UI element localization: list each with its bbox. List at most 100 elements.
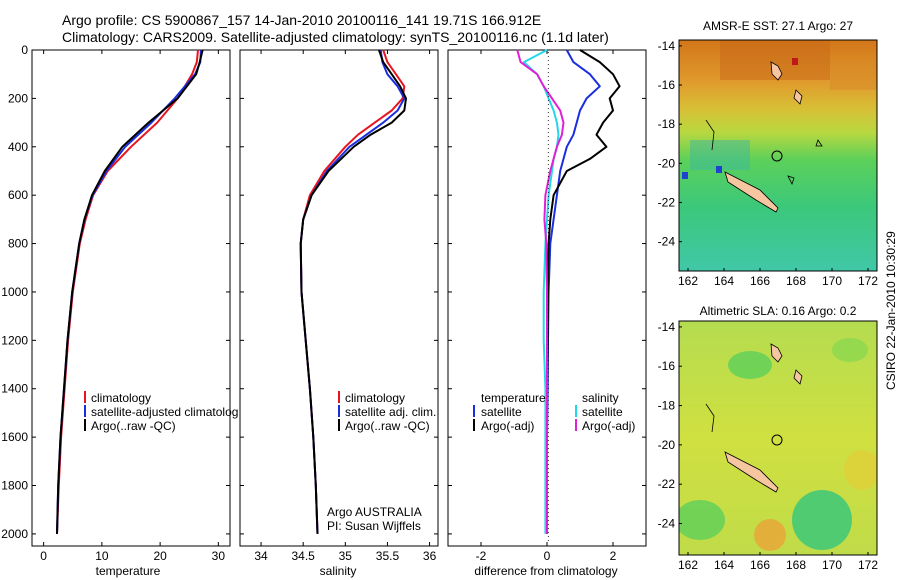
map-x-tick-label: 162	[678, 274, 698, 288]
sla-anomaly	[728, 351, 772, 379]
sst-warm-patch	[830, 60, 877, 90]
map-x-tick-label: 170	[822, 274, 842, 288]
float-position-marker	[771, 434, 783, 446]
new-caledonia-island	[724, 451, 779, 493]
series-line-salinity-argo-adj	[516, 49, 565, 534]
sst-hot-pixel	[682, 172, 688, 179]
series-line-argo-raw-qc	[299, 49, 407, 534]
x-tick-label: 10	[95, 549, 109, 563]
legend-label-climatology: climatology	[345, 391, 405, 405]
legend-label-climatology: climatology	[91, 391, 151, 405]
x-tick-label: 2	[610, 549, 617, 563]
float-position-marker	[771, 150, 783, 162]
salinity-plot-frame	[239, 49, 439, 547]
sla-anomaly	[792, 490, 852, 550]
y-tick-label: 0	[21, 43, 28, 57]
figure-title-line-2: Climatology: CARS2009. Satellite-adjuste…	[62, 29, 609, 45]
sla-anomaly	[844, 450, 877, 490]
series-line-satellite-adj-clim	[299, 49, 406, 534]
x-tick-label: 30	[212, 549, 226, 563]
x-tick-label: -2	[476, 549, 487, 563]
sst-hot-pixel	[716, 166, 722, 173]
legend-label-temp-satellite: satellite	[481, 405, 522, 419]
sla-anomaly	[679, 500, 725, 540]
map-x-tick-label: 172	[858, 274, 878, 288]
map-y-tick-label: -20	[658, 438, 676, 452]
map-x-tick-label: 166	[750, 274, 770, 288]
sst-map-frame	[678, 39, 878, 272]
temperature-axis-label: temperature	[96, 564, 161, 578]
temperature-legend: climatology satellite-adjusted climatolo…	[84, 391, 238, 433]
vanuatu-island	[793, 369, 803, 385]
y-tick-label: 600	[8, 188, 28, 202]
coastline	[705, 403, 715, 433]
series-line-climatology	[56, 49, 199, 534]
vanuatu-island	[770, 343, 783, 363]
legend-label-satellite: satellite adj. clim.	[345, 405, 436, 419]
series-line-salinity-satellite	[522, 49, 560, 534]
legend-label-satellite: satellite-adjusted climatolog	[91, 405, 238, 419]
map-y-tick-label: -18	[658, 117, 676, 131]
x-tick-label: 35	[339, 549, 353, 563]
x-tick-label: 0	[544, 549, 551, 563]
sst-map-title: AMSR-E SST: 27.1 Argo: 27	[703, 19, 853, 33]
x-tick-label: 20	[153, 549, 167, 563]
legend-label-argo: Argo(..raw -QC)	[91, 419, 176, 433]
sla-map-title: Altimetric SLA: 0.16 Argo: 0.2	[700, 304, 857, 318]
map-y-tick-label: -14	[658, 39, 676, 53]
x-tick-label: 36	[423, 549, 437, 563]
institution-annotation: Argo AUSTRALIA	[327, 505, 422, 519]
legend-label-temp-argo: Argo(-adj)	[481, 419, 534, 433]
temperature-plot-frame	[31, 49, 231, 547]
series-line-climatology	[299, 49, 406, 534]
legend-label-sal-argo: Argo(-adj)	[582, 419, 635, 433]
y-tick-label: 1400	[1, 382, 28, 396]
map-x-tick-label: 164	[714, 274, 734, 288]
map-x-tick-label: 168	[786, 274, 806, 288]
x-tick-label: 34.5	[292, 549, 316, 563]
map-y-tick-label: -22	[658, 477, 676, 491]
pi-annotation: PI: Susan Wijffels	[327, 519, 421, 533]
map-x-tick-label: 166	[750, 558, 770, 572]
salinity-axis-label: salinity	[320, 564, 357, 578]
map-x-tick-label: 164	[714, 558, 734, 572]
series-line-satellite-adjusted-climatolog	[56, 49, 202, 534]
map-y-tick-label: -22	[658, 195, 676, 209]
sst-cool-patch	[690, 140, 750, 170]
map-x-tick-label: 172	[858, 558, 878, 572]
temperature-axes: 0 10 20 30 0 200 400 600 800 1000 1200 1400 1600 1800…	[1, 43, 230, 563]
figure-title-line-1: Argo profile: CS 5900867_157 14-Jan-2010…	[62, 12, 542, 28]
salinity-legend: climatology satellite adj. clim. Argo(..…	[338, 391, 436, 433]
sla-anomaly	[754, 519, 786, 551]
vanuatu-island	[770, 61, 783, 81]
x-tick-label: 35.5	[376, 549, 400, 563]
difference-axis-label: difference from climatology	[474, 564, 617, 578]
difference-legend: temperature satellite Argo(-adj) salinit…	[473, 391, 635, 433]
loyalty-islands	[787, 175, 795, 186]
sst-map-axes: 162 164 166 168 170 172 -14 -16 -18 -20 -22 -24	[658, 39, 879, 288]
y-tick-label: 1000	[1, 285, 28, 299]
map-x-tick-label: 162	[678, 558, 698, 572]
y-tick-label: 1200	[1, 333, 28, 347]
sst-hot-pixel	[792, 58, 798, 65]
map-y-tick-label: -20	[658, 156, 676, 170]
salinity-axes: 34 34.5 35 35.5 36	[240, 49, 438, 563]
new-caledonia-island	[724, 171, 779, 213]
y-tick-label: 800	[8, 237, 28, 251]
sla-anomaly	[832, 338, 868, 362]
map-y-tick-label: -14	[658, 320, 676, 334]
y-tick-label: 400	[8, 140, 28, 154]
difference-axes: -2 0 2	[448, 49, 646, 563]
map-y-tick-label: -18	[658, 399, 676, 413]
legend-label-argo: Argo(..raw -QC)	[345, 419, 430, 433]
legend-label-sal-satellite: satellite	[582, 405, 623, 419]
map-y-tick-label: -24	[658, 235, 676, 249]
sla-map	[679, 321, 877, 555]
map-y-tick-label: -24	[658, 517, 676, 531]
map-x-tick-label: 170	[822, 558, 842, 572]
legend-title-salinity: salinity	[582, 391, 619, 405]
sla-map-frame	[678, 320, 878, 556]
map-y-tick-label: -16	[658, 359, 676, 373]
y-tick-label: 1600	[1, 430, 28, 444]
